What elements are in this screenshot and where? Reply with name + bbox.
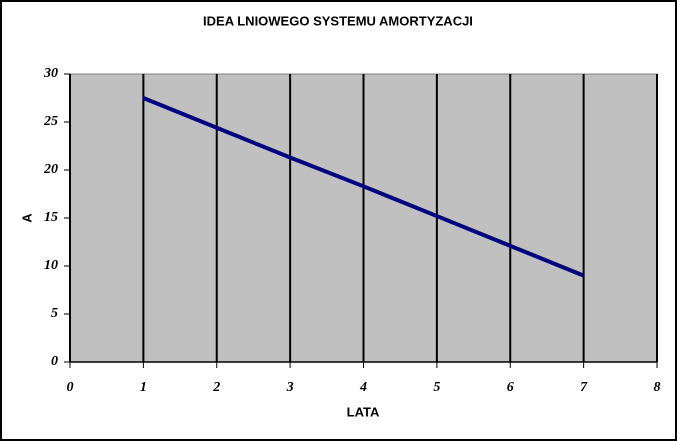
data-line [142,96,585,278]
y-tick-label: 25 [43,114,58,129]
y-tick-label: 30 [43,66,58,81]
chart-title: IDEA LNIOWEGO SYSTEMU AMORTYZACJI [203,13,473,28]
y-tick-label: 0 [51,354,58,369]
x-tick-label: 2 [212,380,220,395]
x-tick-label: 4 [359,380,367,395]
y-tick-label: 5 [51,306,58,321]
x-tick-label: 3 [286,380,294,395]
x-tick-label: 0 [67,380,74,395]
x-tick-label: 1 [140,380,147,395]
x-tick-label: 8 [654,380,661,395]
x-tick-label: 7 [580,380,588,395]
y-tick-label: 15 [44,210,58,225]
x-axis-label: LATA [347,404,380,419]
y-tick-label: 20 [43,162,58,177]
y-tick-label: 10 [44,258,58,273]
x-tick-label: 6 [507,380,514,395]
x-tick-label: 5 [433,380,440,395]
y-axis-label: A [19,213,34,223]
